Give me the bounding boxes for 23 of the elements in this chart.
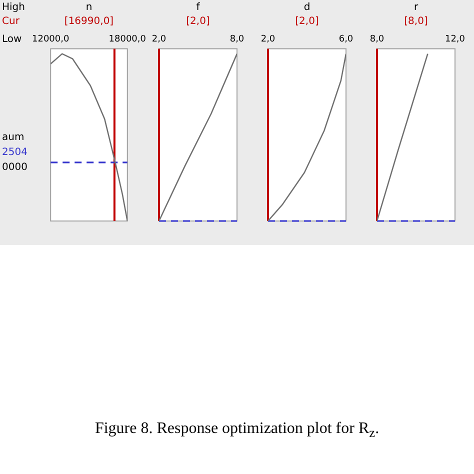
ref-line-label: [2,0] <box>185 16 211 27</box>
caption: Figure 8. Response optimization plot for R$_{z}$. <box>94 420 380 442</box>
x-axis-title: n <box>84 2 94 13</box>
x-tick-label: 18000,0 <box>108 34 146 45</box>
x-tick-label: 6,0 <box>338 34 354 45</box>
x-tick-label: 2,0 <box>152 34 166 45</box>
text: 0000 <box>2 162 28 173</box>
x-tick-label: 12,0 <box>444 34 466 45</box>
text: High <box>2 2 25 13</box>
ref-line-label: [16990,0] <box>63 16 115 27</box>
ref-line-label: [2,0] <box>294 16 320 27</box>
x-axis-title: d <box>302 2 312 13</box>
x-tick-label: 12000,0 <box>32 34 70 45</box>
text: Cur <box>2 16 20 27</box>
x-tick-label: 2,0 <box>260 34 276 45</box>
x-tick-label: 8,0 <box>370 34 384 45</box>
x-tick-label: 8,0 <box>230 34 244 45</box>
x-axis-title: f <box>195 2 201 13</box>
text: Low <box>2 34 22 45</box>
text: 2504 <box>2 147 28 158</box>
text: aum <box>2 132 24 143</box>
x-axis-title: r <box>412 2 420 13</box>
ref-line-label: [8,0] <box>403 16 429 27</box>
